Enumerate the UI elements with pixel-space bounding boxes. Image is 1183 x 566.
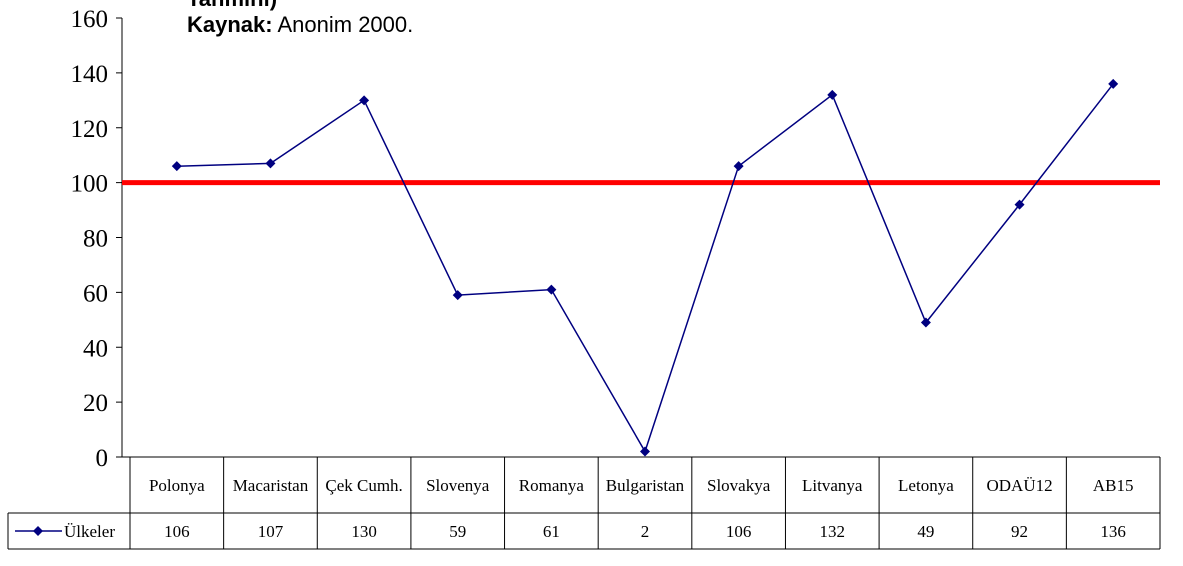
category-label: Letonya bbox=[898, 476, 954, 495]
category-label: Bulgaristan bbox=[606, 476, 685, 495]
source-text: Anonim 2000. bbox=[272, 12, 414, 37]
series-line bbox=[176, 83, 1114, 454]
data-point-marker bbox=[733, 161, 744, 172]
series-group bbox=[171, 78, 1119, 457]
data-value-label: 136 bbox=[1100, 522, 1126, 541]
data-point-marker bbox=[171, 161, 182, 172]
data-value-label: 106 bbox=[726, 522, 752, 541]
category-label: Litvanya bbox=[802, 476, 863, 495]
data-table: Polonya Macaristan Çek Cumh. Slovenya Romany… bbox=[7, 456, 1161, 550]
data-point-marker bbox=[265, 158, 276, 169]
legend-marker bbox=[33, 526, 43, 536]
y-tick-label: 80 bbox=[83, 226, 108, 253]
data-value-label: 92 bbox=[1011, 522, 1028, 541]
data-point-marker bbox=[359, 95, 370, 106]
category-label: Macaristan bbox=[233, 476, 309, 495]
y-tick-label: 0 bbox=[96, 445, 109, 472]
category-label: ODAÜ12 bbox=[986, 476, 1052, 495]
legend-series-name: Ülkeler bbox=[64, 522, 115, 541]
data-value-label: 2 bbox=[641, 522, 650, 541]
data-point-marker bbox=[1108, 78, 1119, 89]
data-point-marker bbox=[640, 446, 650, 457]
y-tick-label: 40 bbox=[83, 335, 108, 362]
data-value-label: 107 bbox=[258, 522, 284, 541]
y-tick-label: 160 bbox=[71, 6, 109, 33]
y-tick-label: 20 bbox=[83, 390, 108, 417]
y-axis: 0 20 40 60 80 100 120 140 160 bbox=[71, 6, 123, 472]
source-note: Kaynak: Anonim 2000. bbox=[187, 12, 413, 38]
data-value-label: 59 bbox=[449, 522, 466, 541]
category-label: Slovakya bbox=[707, 476, 771, 495]
clipped-title-text: Tahmini) bbox=[187, 0, 277, 12]
category-label: Çek Cumh. bbox=[325, 476, 402, 495]
y-tick-label: 140 bbox=[71, 61, 109, 88]
data-value-label: 106 bbox=[164, 522, 190, 541]
data-value-label: 49 bbox=[917, 522, 934, 541]
source-label: Kaynak: bbox=[187, 12, 273, 37]
data-point-marker bbox=[1014, 199, 1025, 210]
data-point-marker bbox=[827, 89, 838, 100]
category-label: AB15 bbox=[1093, 476, 1134, 495]
data-point-marker bbox=[546, 284, 557, 295]
y-tick-label: 100 bbox=[71, 171, 109, 198]
category-label: Polonya bbox=[149, 476, 205, 495]
data-value-label: 130 bbox=[351, 522, 377, 541]
category-label: Slovenya bbox=[426, 476, 490, 495]
category-label: Romanya bbox=[519, 476, 585, 495]
data-point-marker bbox=[920, 317, 931, 328]
y-tick-label: 60 bbox=[83, 280, 108, 307]
data-point-marker bbox=[452, 290, 463, 301]
y-tick-label: 120 bbox=[71, 116, 109, 143]
data-value-label: 132 bbox=[820, 522, 846, 541]
data-value-label: 61 bbox=[543, 522, 560, 541]
